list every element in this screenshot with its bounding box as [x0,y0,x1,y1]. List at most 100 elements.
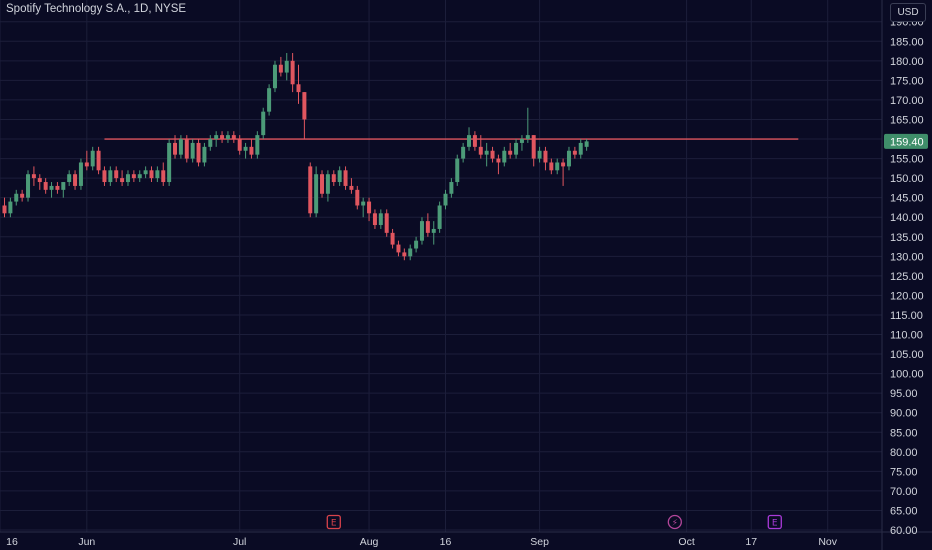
candle-up [461,142,466,163]
candle-body [114,170,119,179]
candle-down [490,146,495,163]
candle-body [90,150,95,167]
candle-up [414,236,419,253]
y-tick-label: 145.00 [890,193,924,205]
candle-up [202,142,207,167]
x-tick-label: Aug [360,536,379,548]
candle-body [302,92,307,120]
candle-body [196,142,201,163]
candle-body [343,170,348,186]
earnings-marker-box [767,514,782,530]
candle-up [584,139,589,151]
candle-body [261,111,266,136]
candle-up [190,139,195,163]
candle-up [443,189,448,210]
candle-body [543,150,548,163]
candle-body [519,139,524,143]
candle-body [514,142,519,155]
candle-body [243,146,248,151]
candle-body [120,178,125,183]
candle-body [331,174,336,183]
candle-body [96,150,101,171]
y-tick-label: 180.00 [890,56,924,68]
candle-up [519,135,524,151]
candle-up [49,182,54,198]
candle-down [55,182,60,194]
candle-down [102,166,107,186]
candle-body [408,248,413,257]
y-tick-label: 100.00 [890,369,924,381]
currency-button[interactable]: USD [890,3,926,22]
candle-up [167,139,172,186]
candle-body [325,174,330,194]
candle-body [320,174,325,194]
candle-up [125,170,130,186]
candle-down [478,135,483,159]
candle-up [314,166,319,218]
candle-body [278,64,283,73]
candle-down [355,185,360,210]
candle-body [449,182,454,194]
candle-body [561,162,566,167]
y-tick-label: 95.00 [890,388,918,400]
candle-up [178,135,183,159]
candle-body [67,174,72,183]
candle-down [384,209,389,237]
candle-body [231,135,236,140]
candle-body [314,174,319,214]
candle-body [478,146,483,155]
candle-body [555,162,560,171]
candle-up [502,146,507,167]
candle-body [184,139,189,159]
candle-up [566,146,571,171]
y-tick-label: 140.00 [890,212,924,224]
candle-body [419,221,424,241]
candle-body [414,240,419,249]
candle-down [73,170,78,190]
candle-body [102,170,107,183]
x-tick-label: 17 [745,536,757,548]
x-tick-label: 16 [6,536,18,548]
candle-body [214,135,219,140]
candle-down [472,131,477,151]
earnings-marker-box [326,514,341,530]
split-marker-ring [667,514,682,530]
candle-down [549,158,554,175]
y-tick-label: 175.00 [890,75,924,87]
candle-up [337,166,342,186]
candle-body [190,142,195,159]
candle-down [372,209,377,229]
candle-down [231,131,236,143]
candle-body [308,166,313,214]
y-tick-label: 90.00 [890,408,918,420]
candle-down [31,166,36,186]
candle-up [555,158,560,175]
candle-down [184,135,189,163]
x-tick-label: Jul [233,536,246,548]
candle-up [155,166,160,183]
split-marker-icon: ⚡ [667,514,682,530]
candle-up [419,217,424,245]
y-tick-label: 115.00 [890,310,923,322]
x-tick-label: Nov [818,536,837,548]
y-tick-label: 60.00 [890,525,918,537]
candle-up [267,84,272,116]
candle-down [367,197,372,222]
candle-body [55,185,60,190]
candle-down [196,139,201,167]
candle-up [67,170,72,186]
last-price-tag: 159.40 [884,133,928,149]
candle-up [14,189,19,206]
candle-up [431,221,436,245]
candle-body [290,60,295,85]
y-tick-label: 105.00 [890,349,924,361]
y-tick-label: 110.00 [890,330,923,342]
candle-down [396,240,401,257]
y-tick-label: 125.00 [890,271,924,283]
candle-body [237,139,242,151]
x-tick-label: Jun [78,536,95,548]
candle-up [408,244,413,261]
